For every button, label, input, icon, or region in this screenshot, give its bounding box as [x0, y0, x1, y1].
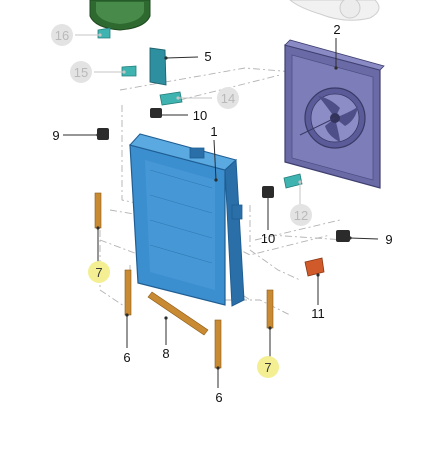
teal-fittings	[97, 27, 303, 189]
callout-badge-12	[290, 204, 312, 226]
callout-14: 14	[221, 91, 235, 106]
callout-7-right: 7	[264, 360, 271, 375]
callout-badge-15	[70, 61, 92, 83]
leader-lines	[63, 33, 379, 388]
callout-15: 15	[74, 65, 88, 80]
callout-badges	[51, 24, 312, 378]
rubber-mounts	[97, 108, 350, 242]
coolant-reservoir	[89, 0, 151, 31]
callout-badge-16	[51, 24, 73, 46]
top-engine-parts	[289, 0, 380, 21]
callout-1: 1	[210, 124, 217, 139]
callout-10-upper: 10	[193, 108, 207, 123]
sensor	[304, 257, 325, 277]
callout-6-left: 6	[123, 350, 130, 365]
callout-badge-14	[217, 87, 239, 109]
callout-6-right: 6	[215, 390, 222, 405]
callout-2: 2	[333, 22, 340, 37]
fan-shroud	[284, 39, 385, 189]
callout-8: 8	[162, 346, 169, 361]
callout-labels: 16 15 5 2 14 10 9 1 12 10 9 7 11 6 8 7 6	[52, 22, 392, 405]
callout-12: 12	[294, 208, 308, 223]
callout-16: 16	[55, 28, 69, 43]
callout-10-lower: 10	[261, 231, 275, 246]
callout-badge-7b	[257, 356, 279, 378]
radiator	[129, 133, 245, 307]
callout-5: 5	[204, 49, 211, 64]
callout-9-right: 9	[385, 232, 392, 247]
callout-7-left: 7	[95, 265, 102, 280]
callout-9-left: 9	[52, 128, 59, 143]
callout-11: 11	[311, 306, 325, 321]
callout-badge-7a	[88, 261, 110, 283]
seal-strips	[94, 192, 274, 369]
